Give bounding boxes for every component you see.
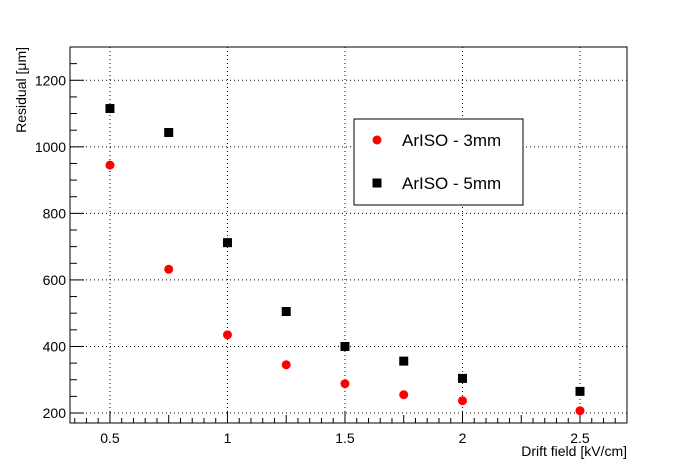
grid-lines (70, 47, 627, 423)
data-point-series-2 (575, 386, 585, 396)
x-tick-label: 2.5 (570, 430, 590, 446)
data-point-series-1 (399, 390, 409, 400)
x-tick-label: 1 (224, 430, 232, 446)
legend-label-series-2: ArISO - 5mm (402, 174, 501, 193)
data-point-series-1 (164, 264, 174, 274)
plot-area-border (69, 46, 628, 424)
x-tick-label: 2 (459, 430, 467, 446)
legend: ArISO - 3mm ArISO - 5mm (353, 118, 524, 206)
legend-box (353, 118, 524, 206)
data-point-series-2 (164, 128, 174, 138)
data-points (105, 104, 585, 416)
tick-labels: 0.5 1 1.5 2 2.5 200 400 600 800 1000 1200 (35, 72, 590, 446)
x-axis-label: Drift field [kV/cm] (521, 443, 627, 459)
data-point-series-1 (281, 360, 291, 370)
legend-label-series-1: ArISO - 3mm (402, 131, 501, 150)
legend-marker-circle (372, 135, 382, 145)
y-tick-label: 600 (43, 272, 67, 288)
x-tick-label: 0.5 (100, 430, 120, 446)
data-point-series-1 (575, 406, 585, 416)
data-point-series-1 (222, 330, 232, 340)
data-point-series-2 (222, 238, 232, 248)
data-point-series-2 (457, 373, 467, 383)
data-point-series-2 (399, 356, 409, 366)
data-point-series-1 (340, 379, 350, 389)
y-tick-label: 800 (43, 205, 67, 221)
legend-marker-square (372, 178, 382, 188)
data-point-series-1 (105, 160, 115, 170)
y-tick-label: 1000 (35, 139, 66, 155)
data-point-series-2 (105, 104, 115, 114)
axis-ticks (70, 46, 628, 423)
data-point-series-2 (281, 307, 291, 317)
data-point-series-1 (457, 396, 467, 406)
y-tick-label: 400 (43, 338, 67, 354)
data-point-series-2 (340, 341, 350, 351)
y-axis-label: Residual [μm] (13, 47, 29, 133)
y-tick-label: 200 (43, 405, 67, 421)
x-tick-label: 1.5 (335, 430, 355, 446)
y-tick-label: 1200 (35, 72, 66, 88)
